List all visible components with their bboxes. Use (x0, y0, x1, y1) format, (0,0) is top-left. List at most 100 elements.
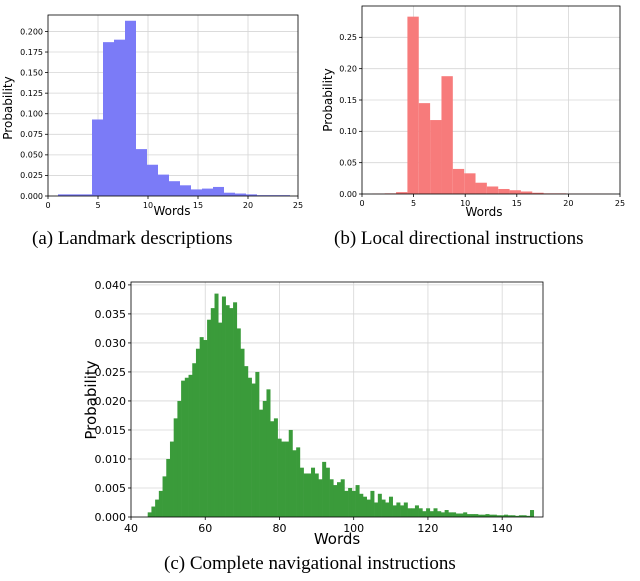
x-tick-label: 80 (272, 522, 286, 535)
histogram-bar (466, 514, 471, 517)
x-tick-label: 10 (460, 199, 470, 208)
histogram-bar (147, 164, 158, 196)
histogram-bar (355, 485, 360, 517)
histogram-bar (464, 173, 476, 194)
histogram-bar (314, 473, 319, 517)
histogram-bar (229, 308, 234, 517)
histogram-bar (103, 42, 114, 197)
histogram-bar (191, 189, 202, 196)
y-tick-label: 0.030 (95, 337, 127, 350)
histogram-bar (292, 450, 297, 517)
histogram-bar (158, 174, 169, 196)
histogram-bar (411, 508, 416, 517)
histogram-bar (213, 186, 224, 196)
histogram-bar (463, 512, 468, 517)
histogram-bar (203, 340, 208, 517)
y-tick-label: 0.000 (95, 511, 127, 524)
histogram-bar (199, 337, 204, 517)
histogram-bar (509, 190, 521, 194)
histogram-bar (318, 479, 323, 517)
histogram-bar (257, 195, 268, 196)
x-tick-label: 25 (615, 199, 625, 208)
chart-local-directional-instructions: 0 5 10 15 20 25 0.00 0.05 0.10 0.15 0.20 0.25 Words P… (321, 5, 625, 219)
histogram-bar (486, 186, 499, 194)
histogram-bar (311, 467, 316, 517)
histogram-bar (181, 380, 186, 517)
x-tick-label: 0 (45, 201, 50, 210)
x-tick-label: 25 (293, 201, 303, 210)
y-tick-label: 0.005 (95, 482, 127, 495)
histogram-bar (273, 418, 278, 517)
histogram-bar (218, 322, 223, 517)
histogram-bar (492, 514, 497, 517)
histogram-bar (247, 377, 252, 517)
histogram-bar (188, 374, 193, 517)
histogram-bar (392, 505, 397, 517)
histogram-bar (388, 496, 393, 517)
histogram-bar (70, 194, 81, 196)
histogram-bar (244, 366, 249, 517)
histogram-bar (377, 493, 382, 517)
histogram-bar (348, 487, 353, 517)
y-tick-label: 0.015 (95, 424, 127, 437)
histogram-bar (255, 371, 260, 517)
histogram-bar (240, 348, 245, 517)
histogram-bar (407, 508, 412, 517)
histogram-bar (414, 505, 419, 517)
histogram-bar (58, 194, 70, 196)
histogram-bar (400, 505, 405, 517)
histogram-bar (270, 421, 275, 517)
histogram-local-directional-instructions: 0 5 10 15 20 25 0.00 0.05 0.10 0.15 0.20 0.25 Words P… (320, 0, 640, 225)
y-axis-label: Probability (321, 68, 335, 131)
y-tick-label: 0.05 (339, 158, 357, 167)
x-tick-label: 120 (417, 522, 438, 535)
histogram-bar (418, 103, 431, 194)
histogram-bar (396, 192, 408, 194)
histogram-bar (207, 319, 212, 517)
histogram-bar (259, 409, 264, 517)
y-tick-label: 0.025 (95, 366, 127, 379)
histogram-bar (441, 76, 453, 194)
chart-landmark-descriptions: 0 5 10 15 20 25 0.000 0.025 0.050 0.075 0.100 0.125… (1, 14, 303, 218)
histogram-bar (251, 383, 256, 517)
histogram-bar (262, 400, 267, 517)
y-tick-label: 0.020 (95, 395, 127, 408)
histogram-bar (210, 308, 215, 517)
histogram-bar (429, 511, 434, 517)
histogram-bar (351, 490, 356, 517)
histogram-bar (475, 182, 487, 194)
histogram-bar (285, 441, 290, 517)
y-tick-label: 0.125 (20, 89, 43, 98)
histogram-bar (173, 418, 178, 517)
y-tick-label: 0.040 (95, 279, 127, 292)
histogram-bar (266, 389, 271, 517)
y-tick-label: 0.10 (339, 127, 357, 136)
histogram-bar (288, 429, 293, 517)
y-axis-label: Probability (1, 76, 15, 139)
histogram-bar (329, 479, 334, 517)
histogram-bar (235, 193, 246, 196)
histogram-landmark-descriptions: 0 5 10 15 20 25 0.000 0.025 0.050 0.075 0.100 0.125… (0, 0, 320, 225)
histogram-bar (268, 195, 279, 196)
x-tick-label: 60 (198, 522, 212, 535)
x-tick-label: 5 (411, 199, 416, 208)
histogram-bar (169, 181, 180, 196)
histogram-bar (166, 458, 171, 517)
histogram-bar (184, 377, 189, 517)
histogram-bar (147, 512, 152, 517)
histogram-bar (500, 515, 505, 517)
histogram-bar (498, 188, 510, 194)
histogram-bar (236, 328, 241, 517)
histogram-bar (81, 194, 92, 196)
y-tick-label: 0.025 (20, 171, 43, 180)
histogram-bar (362, 496, 367, 517)
histogram-bar (452, 168, 465, 194)
y-tick-label: 0.000 (20, 192, 43, 201)
histogram-bar (385, 502, 390, 517)
histogram-bar (522, 515, 527, 517)
x-tick-label: 10 (143, 201, 153, 210)
x-tick-label: 40 (124, 522, 138, 535)
histogram-bar (333, 485, 338, 517)
y-tick-label: 0.150 (20, 68, 43, 77)
histogram-bar (489, 514, 494, 517)
